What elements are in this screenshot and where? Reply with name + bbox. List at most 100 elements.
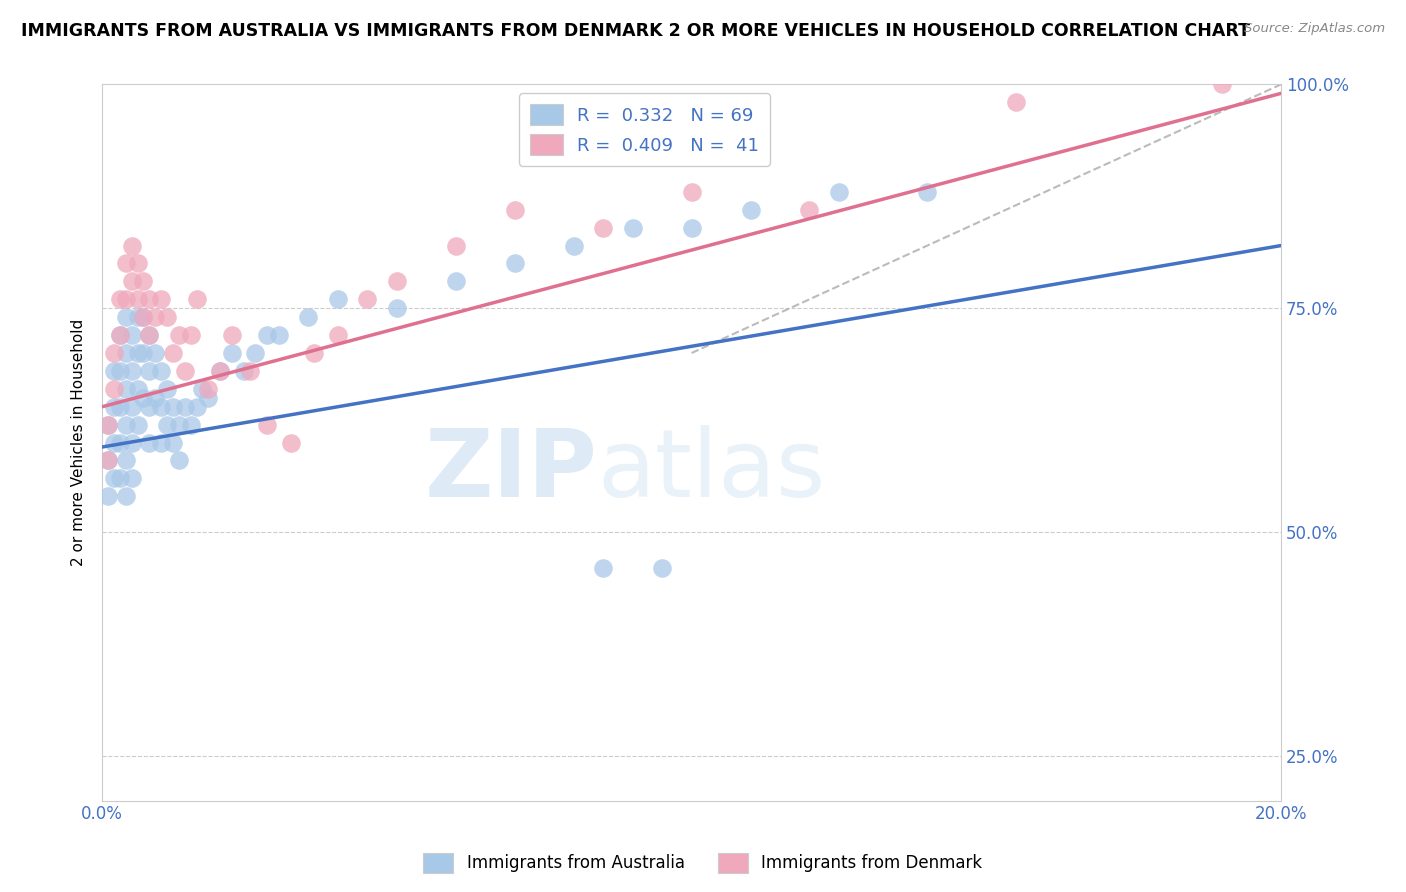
Point bbox=[385, 301, 408, 316]
Point bbox=[186, 400, 208, 414]
Text: IMMIGRANTS FROM AUSTRALIA VS IMMIGRANTS FROM DENMARK 2 OR MORE VEHICLES IN HOUSE: IMMIGRANTS FROM AUSTRALIA VS IMMIGRANTS … bbox=[21, 22, 1250, 40]
Point bbox=[444, 238, 467, 252]
Point bbox=[267, 328, 290, 343]
Point bbox=[256, 328, 278, 343]
Point bbox=[97, 417, 120, 432]
Text: ZIP: ZIP bbox=[425, 425, 598, 517]
Point bbox=[138, 328, 160, 343]
Point bbox=[326, 328, 349, 343]
Legend: R =  0.332   N = 69, R =  0.409   N =  41: R = 0.332 N = 69, R = 0.409 N = 41 bbox=[519, 94, 769, 166]
Point bbox=[245, 346, 267, 360]
Point bbox=[108, 328, 131, 343]
Point bbox=[356, 293, 378, 307]
Point bbox=[651, 561, 673, 575]
Point bbox=[108, 364, 131, 378]
Point bbox=[114, 346, 136, 360]
Y-axis label: 2 or more Vehicles in Household: 2 or more Vehicles in Household bbox=[72, 319, 86, 566]
Point bbox=[138, 435, 160, 450]
Point bbox=[1004, 95, 1026, 110]
Point bbox=[138, 400, 160, 414]
Point bbox=[121, 238, 143, 252]
Point bbox=[97, 453, 120, 467]
Point bbox=[238, 364, 260, 378]
Point bbox=[503, 256, 526, 270]
Point bbox=[444, 274, 467, 288]
Point bbox=[162, 346, 184, 360]
Point bbox=[127, 310, 149, 325]
Point bbox=[127, 256, 149, 270]
Point bbox=[191, 382, 214, 396]
Point bbox=[167, 453, 190, 467]
Point bbox=[326, 293, 349, 307]
Point bbox=[127, 346, 149, 360]
Point bbox=[114, 453, 136, 467]
Point bbox=[121, 400, 143, 414]
Point bbox=[156, 417, 179, 432]
Point bbox=[740, 202, 762, 217]
Point bbox=[143, 391, 166, 405]
Point bbox=[280, 435, 302, 450]
Point bbox=[173, 364, 195, 378]
Point bbox=[127, 293, 149, 307]
Point bbox=[114, 417, 136, 432]
Point bbox=[156, 382, 179, 396]
Point bbox=[121, 328, 143, 343]
Point bbox=[114, 489, 136, 503]
Point bbox=[621, 220, 644, 235]
Point bbox=[138, 364, 160, 378]
Point bbox=[97, 453, 120, 467]
Point bbox=[799, 202, 821, 217]
Point bbox=[132, 274, 155, 288]
Point bbox=[1211, 78, 1233, 92]
Point bbox=[121, 471, 143, 485]
Point bbox=[562, 238, 585, 252]
Point bbox=[97, 417, 120, 432]
Point bbox=[180, 417, 202, 432]
Point bbox=[132, 310, 155, 325]
Point bbox=[132, 346, 155, 360]
Point bbox=[256, 417, 278, 432]
Legend: Immigrants from Australia, Immigrants from Denmark: Immigrants from Australia, Immigrants fr… bbox=[416, 847, 990, 880]
Point bbox=[304, 346, 326, 360]
Point bbox=[103, 346, 125, 360]
Point bbox=[103, 435, 125, 450]
Point bbox=[156, 310, 179, 325]
Point bbox=[592, 220, 614, 235]
Point bbox=[127, 417, 149, 432]
Point bbox=[97, 489, 120, 503]
Point bbox=[108, 293, 131, 307]
Point bbox=[121, 435, 143, 450]
Point bbox=[297, 310, 319, 325]
Point bbox=[503, 202, 526, 217]
Text: atlas: atlas bbox=[598, 425, 825, 517]
Point bbox=[385, 274, 408, 288]
Point bbox=[150, 435, 173, 450]
Point bbox=[108, 471, 131, 485]
Point bbox=[681, 220, 703, 235]
Point bbox=[209, 364, 232, 378]
Point bbox=[209, 364, 232, 378]
Point bbox=[143, 310, 166, 325]
Point bbox=[681, 185, 703, 199]
Point bbox=[197, 382, 219, 396]
Text: Source: ZipAtlas.com: Source: ZipAtlas.com bbox=[1244, 22, 1385, 36]
Point bbox=[121, 364, 143, 378]
Point bbox=[186, 293, 208, 307]
Point bbox=[150, 293, 173, 307]
Point bbox=[162, 435, 184, 450]
Point bbox=[138, 293, 160, 307]
Point bbox=[221, 328, 243, 343]
Point bbox=[103, 471, 125, 485]
Point bbox=[143, 346, 166, 360]
Point bbox=[114, 382, 136, 396]
Point bbox=[150, 400, 173, 414]
Point bbox=[132, 391, 155, 405]
Point bbox=[180, 328, 202, 343]
Point bbox=[167, 417, 190, 432]
Point bbox=[114, 310, 136, 325]
Point bbox=[917, 185, 939, 199]
Point bbox=[108, 400, 131, 414]
Point bbox=[197, 391, 219, 405]
Point bbox=[121, 274, 143, 288]
Point bbox=[114, 256, 136, 270]
